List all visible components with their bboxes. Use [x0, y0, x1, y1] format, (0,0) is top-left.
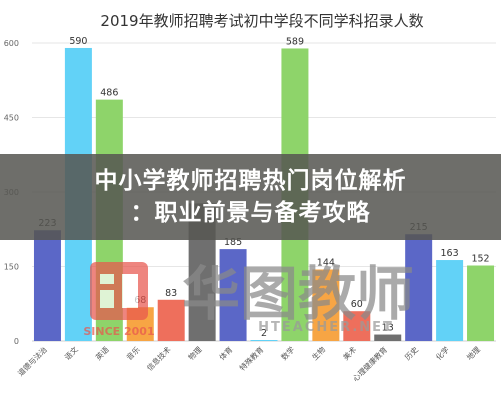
data-label: 152 [471, 254, 489, 265]
data-label: 185 [224, 237, 242, 248]
data-label: 2 [261, 328, 267, 339]
watermark: SINCE 2001 华图教师 HTEACHER.NET [83, 260, 414, 338]
x-tick-label: 信息技术 [144, 344, 173, 373]
data-label: 60 [351, 299, 363, 310]
data-label: 486 [100, 88, 118, 99]
overlay-title-line-1: 中小学教师招聘热门岗位解析 [94, 168, 407, 194]
watermark-brand: 华图教师 [182, 260, 414, 328]
x-tick-label: 物理 [186, 344, 204, 362]
x-tick-label: 特殊教育 [237, 344, 266, 373]
y-tick-label: 600 [4, 39, 19, 48]
watermark-since: SINCE 2001 [83, 325, 154, 338]
data-label: 590 [69, 36, 87, 47]
bar [374, 334, 402, 341]
data-label: 13 [382, 323, 394, 334]
bar [250, 340, 278, 341]
x-tick-label: 音乐 [124, 344, 142, 362]
bar [219, 249, 247, 341]
watermark-logo-mark [90, 262, 148, 320]
bar [436, 260, 464, 341]
x-tick-label: 地理 [464, 344, 482, 362]
x-tick-label: 语文 [62, 344, 80, 362]
watermark-logo-glyph [100, 274, 138, 308]
bar [157, 299, 185, 341]
x-tick-label: 历史 [402, 344, 420, 362]
y-tick-label: 150 [4, 263, 19, 272]
overlay-title-line-2: ：职业前景与备考攻略 [130, 200, 371, 226]
x-tick-label: 道德与法治 [15, 344, 49, 378]
x-tick-label: 美术 [341, 344, 359, 362]
y-tick-label: 0 [14, 337, 19, 346]
x-tick-label: 生物 [310, 344, 328, 362]
bar [312, 269, 340, 341]
watermark-site: HTEACHER.NET [258, 320, 394, 335]
data-label: 163 [441, 248, 459, 259]
x-tick-label: 英语 [93, 344, 111, 362]
y-tick-label: 450 [4, 114, 19, 123]
data-label: 589 [286, 36, 304, 47]
title-overlay-banner: 中小学教师招聘热门岗位解析 ：职业前景与备考攻略 [0, 154, 501, 240]
x-tick-label: 体育 [217, 344, 235, 362]
bar [343, 311, 371, 341]
x-tick-label: 数学 [279, 344, 297, 362]
x-tick-label: 化学 [433, 344, 451, 362]
bar [33, 230, 61, 341]
bar [405, 234, 433, 341]
chart-title: 2019年教师招聘考试初中学段不同学科招录人数 [100, 12, 423, 30]
bar [467, 265, 495, 341]
data-label: 144 [317, 257, 335, 268]
data-label: 83 [165, 288, 177, 299]
